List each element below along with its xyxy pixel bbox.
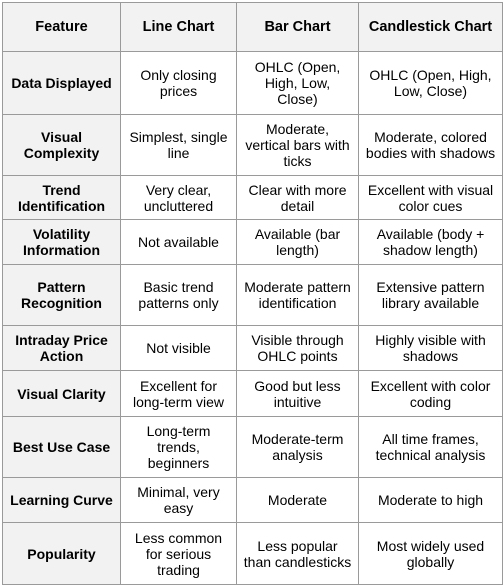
bar-chart-cell: Moderate, vertical bars with ticks [236, 114, 359, 176]
header-row: Feature Line Chart Bar Chart Candlestick… [2, 2, 503, 52]
bar-chart-cell: OHLC (Open, High, Low, Close) [236, 51, 359, 115]
line-chart-cell: Not visible [120, 325, 237, 371]
table-row: Visual Clarity Excellent for long-term v… [2, 370, 503, 417]
row-feature-label: Trend Identification [2, 175, 121, 220]
bar-chart-cell: Less popular than candlesticks [236, 522, 359, 585]
table-row: Learning Curve Minimal, very easy Modera… [2, 477, 503, 523]
table-row: Volatility Information Not available Ava… [2, 219, 503, 265]
header-candlestick-chart: Candlestick Chart [358, 2, 503, 52]
row-feature-label: Best Use Case [2, 416, 121, 478]
candlestick-chart-cell: All time frames, technical analysis [358, 416, 503, 478]
row-feature-label: Learning Curve [2, 477, 121, 523]
table-row: Intraday Price Action Not visible Visibl… [2, 325, 503, 371]
header-feature: Feature [2, 2, 121, 52]
table-row: Pattern Recognition Basic trend patterns… [2, 264, 503, 326]
line-chart-cell: Minimal, very easy [120, 477, 237, 523]
table-row: Popularity Less common for serious tradi… [2, 522, 503, 585]
row-feature-label: Visual Clarity [2, 370, 121, 417]
row-feature-label: Pattern Recognition [2, 264, 121, 326]
bar-chart-cell: Moderate pattern identification [236, 264, 359, 326]
bar-chart-cell: Moderate [236, 477, 359, 523]
line-chart-cell: Excellent for long-term view [120, 370, 237, 417]
candlestick-chart-cell: Moderate, colored bodies with shadows [358, 114, 503, 176]
line-chart-cell: Basic trend patterns only [120, 264, 237, 326]
candlestick-chart-cell: Extensive pattern library available [358, 264, 503, 326]
table-header: Feature Line Chart Bar Chart Candlestick… [2, 2, 503, 52]
table-row: Data Displayed Only closing prices OHLC … [2, 51, 503, 115]
line-chart-cell: Only closing prices [120, 51, 237, 115]
line-chart-cell: Long-term trends, beginners [120, 416, 237, 478]
row-feature-label: Data Displayed [2, 51, 121, 115]
table-row: Trend Identification Very clear, unclutt… [2, 175, 503, 220]
header-bar-chart: Bar Chart [236, 2, 359, 52]
row-feature-label: Volatility Information [2, 219, 121, 265]
bar-chart-cell: Good but less intuitive [236, 370, 359, 417]
candlestick-chart-cell: OHLC (Open, High, Low, Close) [358, 51, 503, 115]
candlestick-chart-cell: Available (body + shadow length) [358, 219, 503, 265]
row-feature-label: Popularity [2, 522, 121, 585]
bar-chart-cell: Moderate-term analysis [236, 416, 359, 478]
line-chart-cell: Simplest, single line [120, 114, 237, 176]
table-row: Visual Complexity Simplest, single line … [2, 114, 503, 176]
line-chart-cell: Very clear, uncluttered [120, 175, 237, 220]
candlestick-chart-cell: Excellent with color coding [358, 370, 503, 417]
candlestick-chart-cell: Moderate to high [358, 477, 503, 523]
bar-chart-cell: Available (bar length) [236, 219, 359, 265]
row-feature-label: Visual Complexity [2, 114, 121, 176]
candlestick-chart-cell: Excellent with visual color cues [358, 175, 503, 220]
candlestick-chart-cell: Most widely used globally [358, 522, 503, 585]
candlestick-chart-cell: Highly visible with shadows [358, 325, 503, 371]
line-chart-cell: Less common for serious trading [120, 522, 237, 585]
table-body: Data Displayed Only closing prices OHLC … [2, 51, 503, 585]
header-line-chart: Line Chart [120, 2, 237, 52]
row-feature-label: Intraday Price Action [2, 325, 121, 371]
line-chart-cell: Not available [120, 219, 237, 265]
bar-chart-cell: Clear with more detail [236, 175, 359, 220]
table-row: Best Use Case Long-term trends, beginner… [2, 416, 503, 478]
bar-chart-cell: Visible through OHLC points [236, 325, 359, 371]
